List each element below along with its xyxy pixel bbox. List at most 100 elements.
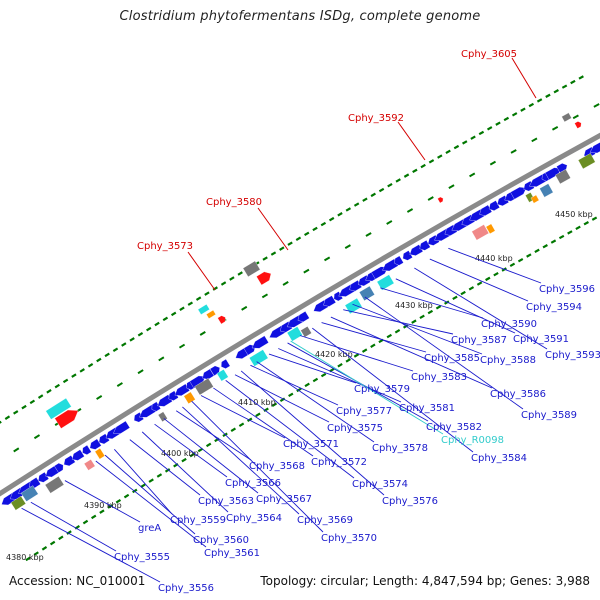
track-tick — [231, 428, 236, 432]
gene-feature — [219, 359, 230, 370]
gene-label: Cphy_3576 — [382, 496, 438, 507]
track-tick — [42, 546, 47, 551]
track-tick — [296, 237, 301, 241]
track-tick — [241, 306, 247, 311]
gene-label: Cphy_3568 — [249, 461, 305, 472]
track-tick — [171, 312, 176, 316]
track-tick — [99, 509, 104, 514]
track-tick — [387, 183, 392, 187]
inner-gene-labels: greA Cphy_3555 Cphy_3556 Cphy_3559 Cphy_3560… — [114, 284, 600, 594]
track-tick — [543, 244, 548, 248]
track-tick — [487, 126, 492, 130]
svg-text:Cphy_3592: Cphy_3592 — [348, 113, 404, 124]
gene-label: Cphy_3569 — [297, 515, 353, 526]
track-tick — [271, 251, 276, 255]
gene-label: Cphy_3582 — [426, 422, 482, 433]
track-tick — [575, 226, 580, 230]
track-tick — [200, 331, 206, 336]
track-tick — [38, 394, 43, 399]
track-tick — [470, 135, 475, 139]
track-tick — [321, 373, 326, 377]
svg-text:Cphy_3580: Cphy_3580 — [206, 197, 262, 208]
track-tick — [337, 363, 342, 367]
track-tick — [510, 263, 515, 267]
track-tick — [345, 244, 351, 249]
track-tick — [520, 107, 525, 111]
track-tick — [362, 348, 367, 352]
track-tick — [113, 347, 118, 352]
gene-label: Cphy_3561 — [204, 548, 260, 559]
gene-label: Cphy_3594 — [526, 302, 582, 313]
track-tick — [279, 246, 284, 250]
track-tick — [584, 221, 589, 225]
track-tick — [578, 75, 583, 79]
gene-feature — [184, 392, 196, 404]
track-tick — [58, 536, 63, 541]
track-tick — [30, 400, 35, 405]
gene-feature — [84, 459, 95, 470]
track-tick — [469, 286, 474, 290]
track-tick — [534, 249, 539, 253]
track-tick — [479, 131, 484, 135]
gene-label: Cphy_3555 — [114, 552, 170, 563]
track-tick — [593, 103, 599, 108]
track-tick — [490, 161, 496, 166]
track-tick — [559, 235, 564, 239]
track-tick — [545, 94, 550, 98]
outer-label-cphy-3592: Cphy_3592 — [348, 113, 425, 160]
scale-label: 4380 kbp — [6, 553, 44, 562]
gene-label: Cphy_3566 — [225, 478, 281, 489]
gene-label: Cphy_3596 — [539, 284, 595, 295]
track-tick — [329, 217, 334, 221]
track-tick — [158, 356, 164, 361]
track-tick — [412, 169, 417, 173]
track-tick — [462, 140, 467, 144]
gene-label: Cphy_3567 — [256, 494, 312, 505]
track-tick — [304, 383, 309, 387]
track-tick — [365, 232, 371, 237]
track-tick — [511, 149, 517, 154]
topology-text: Topology: circular; Length: 4,847,594 bp… — [260, 574, 590, 588]
track-tick — [419, 315, 424, 319]
track-tick — [124, 494, 129, 499]
track-tick — [562, 84, 567, 88]
gene-label: Cphy_3593 — [545, 350, 600, 361]
track-tick — [313, 378, 318, 382]
track-tick — [452, 296, 457, 300]
track-tick — [91, 515, 96, 520]
track-tick — [420, 164, 425, 168]
track-tick — [304, 232, 309, 236]
gene-feature — [562, 113, 572, 122]
track-tick — [13, 447, 19, 452]
scale-label: 4400 kbp — [161, 449, 199, 458]
track-tick — [148, 478, 153, 483]
track-tick — [138, 369, 144, 374]
track-tick — [395, 329, 400, 333]
track-tick — [529, 103, 534, 107]
track-tick — [386, 220, 392, 225]
track-tick — [554, 89, 559, 93]
track-tick — [370, 344, 375, 348]
gene-feature — [198, 304, 210, 314]
gene-label: Cphy_3588 — [480, 355, 536, 366]
gene-feature — [540, 184, 554, 198]
track-tick — [13, 410, 18, 415]
track-tick — [362, 197, 367, 201]
track-tick — [371, 193, 376, 197]
track-tick — [229, 276, 234, 280]
track-tick — [552, 126, 558, 131]
gene-feature — [438, 196, 445, 203]
outer-label-cphy-3605: Cphy_3605 — [461, 49, 536, 98]
track-tick — [287, 241, 292, 245]
track-tick — [196, 296, 201, 300]
track-tick — [448, 184, 454, 189]
gene-feature — [575, 120, 583, 128]
track-tick — [395, 178, 400, 182]
gene-label: Cphy_3583 — [411, 372, 467, 383]
svg-text:Cphy_3573: Cphy_3573 — [137, 241, 193, 252]
accession-text: Accession: NC_010001 — [9, 574, 145, 588]
gene-label: Cphy_R0098 — [441, 435, 504, 446]
track-tick — [121, 342, 126, 347]
track-tick — [346, 207, 351, 211]
track-tick — [526, 253, 531, 257]
